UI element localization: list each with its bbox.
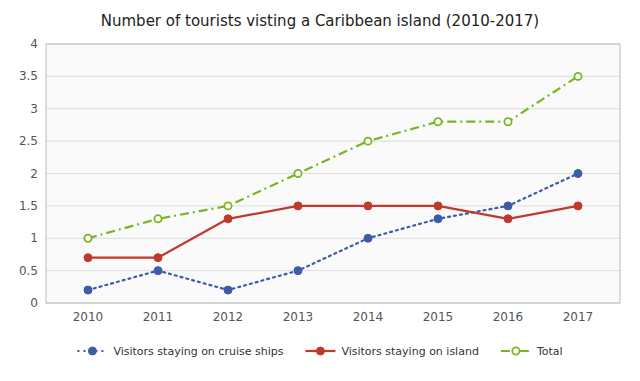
grid-line	[46, 76, 620, 77]
legend-item: Visitors staying on cruise ships	[77, 345, 283, 358]
y-tick-label: 3	[30, 102, 38, 116]
point	[364, 234, 372, 242]
y-tick-label: 3.5	[19, 69, 38, 83]
x-tick-label: 2017	[563, 310, 594, 324]
series-line	[88, 206, 578, 258]
legend-label: Visitors staying on cruise ships	[113, 345, 283, 358]
plot-frame	[46, 44, 620, 303]
point	[364, 138, 371, 145]
point	[84, 235, 91, 242]
y-tick-label: 1.5	[19, 199, 38, 213]
point	[154, 215, 161, 222]
point	[294, 170, 301, 177]
series-group	[84, 73, 582, 294]
grid-line	[46, 108, 620, 109]
point	[84, 254, 92, 262]
series-line	[88, 174, 578, 291]
grid-line	[46, 270, 620, 271]
point	[364, 202, 372, 210]
y-tick-label: 0	[30, 296, 38, 310]
y-tick-label: 2.5	[19, 134, 38, 148]
y-tick-label: 1	[30, 231, 38, 245]
grid-line	[46, 238, 620, 239]
legend-item: Visitors staying on island	[305, 345, 478, 358]
x-axis: 2010 2011 2012 2013 2014 2015 2016 2017	[73, 310, 594, 324]
chart: Number of tourists visting a Caribbean i…	[0, 0, 640, 381]
legend: Visitors staying on cruise ships Visitors…	[77, 345, 562, 358]
legend-marker	[512, 347, 519, 354]
x-tick-label: 2013	[283, 310, 314, 324]
y-axis: 0 0.5 1 1.5 2 2.5 3 3.5 4	[19, 37, 620, 310]
x-tick-label: 2014	[353, 310, 384, 324]
point	[84, 286, 92, 294]
point	[574, 73, 581, 80]
y-tick-label: 2	[30, 167, 38, 181]
x-tick-label: 2011	[143, 310, 174, 324]
point	[434, 202, 442, 210]
point	[504, 215, 512, 223]
point	[154, 254, 162, 262]
plot-area	[46, 44, 620, 303]
point	[434, 215, 442, 223]
grid-line	[46, 173, 620, 174]
y-tick-label: 0.5	[19, 264, 38, 278]
point	[434, 118, 441, 125]
legend-marker	[88, 347, 96, 355]
point	[574, 170, 582, 178]
legend-item: Total	[501, 345, 563, 358]
point	[224, 215, 232, 223]
point	[574, 202, 582, 210]
legend-label: Total	[536, 345, 563, 358]
point	[294, 267, 302, 275]
title: Number of tourists visting a Caribbean i…	[101, 12, 539, 30]
legend-label: Visitors staying on island	[341, 345, 478, 358]
legend-marker	[316, 347, 324, 355]
grid-line	[46, 141, 620, 142]
series-line	[88, 76, 578, 238]
point	[504, 118, 511, 125]
point	[224, 202, 231, 209]
point	[294, 202, 302, 210]
x-tick-label: 2012	[213, 310, 244, 324]
point	[154, 267, 162, 275]
x-tick-label: 2016	[493, 310, 524, 324]
x-tick-label: 2015	[423, 310, 454, 324]
point	[504, 202, 512, 210]
point	[224, 286, 232, 294]
x-tick-label: 2010	[73, 310, 104, 324]
y-tick-label: 4	[30, 37, 38, 51]
